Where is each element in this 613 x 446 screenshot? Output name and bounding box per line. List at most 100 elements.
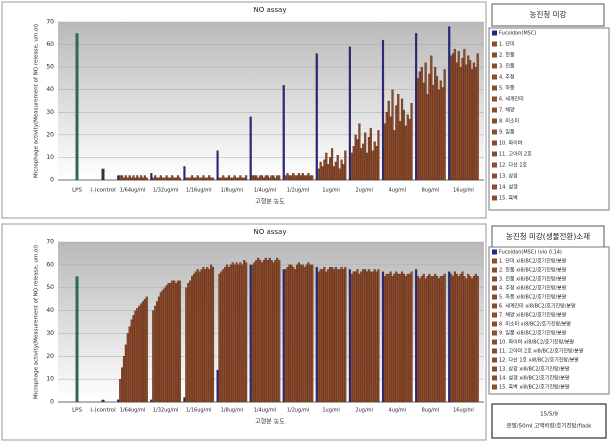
bar xyxy=(167,283,170,403)
control-bar xyxy=(75,33,79,181)
bar xyxy=(315,53,318,181)
legend-label: 7. 해양 xi8/BC2/호기진탕/분말 xyxy=(499,312,567,319)
bar xyxy=(278,175,281,181)
bar xyxy=(154,305,157,403)
bar xyxy=(424,62,427,181)
bar xyxy=(307,262,310,403)
bar xyxy=(136,308,139,403)
bar xyxy=(175,177,178,181)
y-tick-label: 40 xyxy=(46,307,54,314)
bar xyxy=(397,94,400,181)
chart-title: NO assay xyxy=(254,6,287,14)
bar xyxy=(163,287,166,403)
bar xyxy=(237,264,240,403)
bar xyxy=(387,273,390,403)
legend-swatch xyxy=(492,129,497,135)
bar xyxy=(465,278,468,403)
bar xyxy=(208,175,211,181)
x-tick-label: 1ug/ml xyxy=(322,408,339,414)
bar xyxy=(450,273,453,403)
bar xyxy=(243,260,246,403)
bar xyxy=(204,177,207,181)
bar xyxy=(467,55,470,181)
bar xyxy=(305,264,308,403)
legend-label: 11. 고아미 2호 xi8/BC2/호기진탕/분말 xyxy=(499,348,584,355)
bar xyxy=(276,175,279,181)
y-tick-label: 50 xyxy=(46,64,54,71)
bar xyxy=(274,260,277,403)
bar xyxy=(235,177,238,181)
legend-label: 3. 진품 xyxy=(499,63,515,70)
bar xyxy=(249,264,252,403)
bar xyxy=(200,177,203,181)
bar xyxy=(420,67,423,181)
bar xyxy=(211,177,215,181)
bar xyxy=(408,273,411,403)
bar xyxy=(190,175,194,181)
bar xyxy=(210,264,213,403)
bar xyxy=(259,260,262,403)
bar xyxy=(286,267,289,403)
bar xyxy=(399,121,402,181)
y-tick-label: 70 xyxy=(46,19,54,26)
bar xyxy=(323,159,326,181)
bar xyxy=(297,173,301,181)
bar xyxy=(338,168,341,181)
bar xyxy=(150,399,153,403)
bar xyxy=(348,46,351,181)
bar xyxy=(171,175,174,181)
bar xyxy=(290,264,293,403)
bar xyxy=(385,112,388,181)
bar xyxy=(416,276,420,403)
legend-label: 15. 흑벽 xi8/BC2/호기진탕/분말 xyxy=(499,384,570,391)
bar xyxy=(400,271,404,403)
bar xyxy=(220,271,223,403)
legend-swatch xyxy=(492,30,497,36)
bar xyxy=(268,257,271,403)
bar xyxy=(367,269,371,403)
legend-swatch xyxy=(492,96,497,102)
bar xyxy=(134,177,137,181)
bar xyxy=(426,276,429,403)
bar xyxy=(309,264,312,403)
bar xyxy=(443,273,446,403)
bar xyxy=(472,276,475,403)
x-tick-label: 1/16ug/ml xyxy=(186,188,212,194)
bar xyxy=(301,264,304,403)
legend-swatch xyxy=(492,366,497,372)
bar xyxy=(402,273,406,403)
legend-swatch xyxy=(492,74,497,80)
bar xyxy=(274,177,277,181)
x-tick-label: 1/8ug/ml xyxy=(221,188,243,194)
bar xyxy=(393,130,396,181)
legend-label: 1. 단미 xi8/BC2/호기진탕/분말 xyxy=(499,258,567,265)
bar xyxy=(330,267,334,403)
bar xyxy=(187,177,190,181)
bar xyxy=(439,80,442,181)
bar xyxy=(364,269,367,403)
bar xyxy=(270,175,273,181)
bar xyxy=(216,150,219,181)
panel-title-box xyxy=(491,3,605,27)
bar xyxy=(119,175,122,181)
x-tick-label: LPS xyxy=(72,188,82,194)
bar xyxy=(198,177,201,181)
bar xyxy=(121,175,124,181)
plot-area xyxy=(58,22,484,180)
bar xyxy=(348,269,351,403)
bar xyxy=(196,175,199,181)
bar xyxy=(224,267,227,403)
legend-swatch xyxy=(492,285,497,291)
x-tick-label: 1/2ug/ml xyxy=(287,188,309,194)
bar xyxy=(415,33,418,181)
x-tick-label: (-)control xyxy=(90,188,116,194)
bar xyxy=(474,67,477,181)
bar xyxy=(309,175,312,181)
bar xyxy=(435,76,439,181)
bar xyxy=(187,283,190,403)
bar xyxy=(354,134,357,181)
bar xyxy=(389,116,392,181)
bar xyxy=(183,166,186,181)
bar xyxy=(383,123,386,181)
